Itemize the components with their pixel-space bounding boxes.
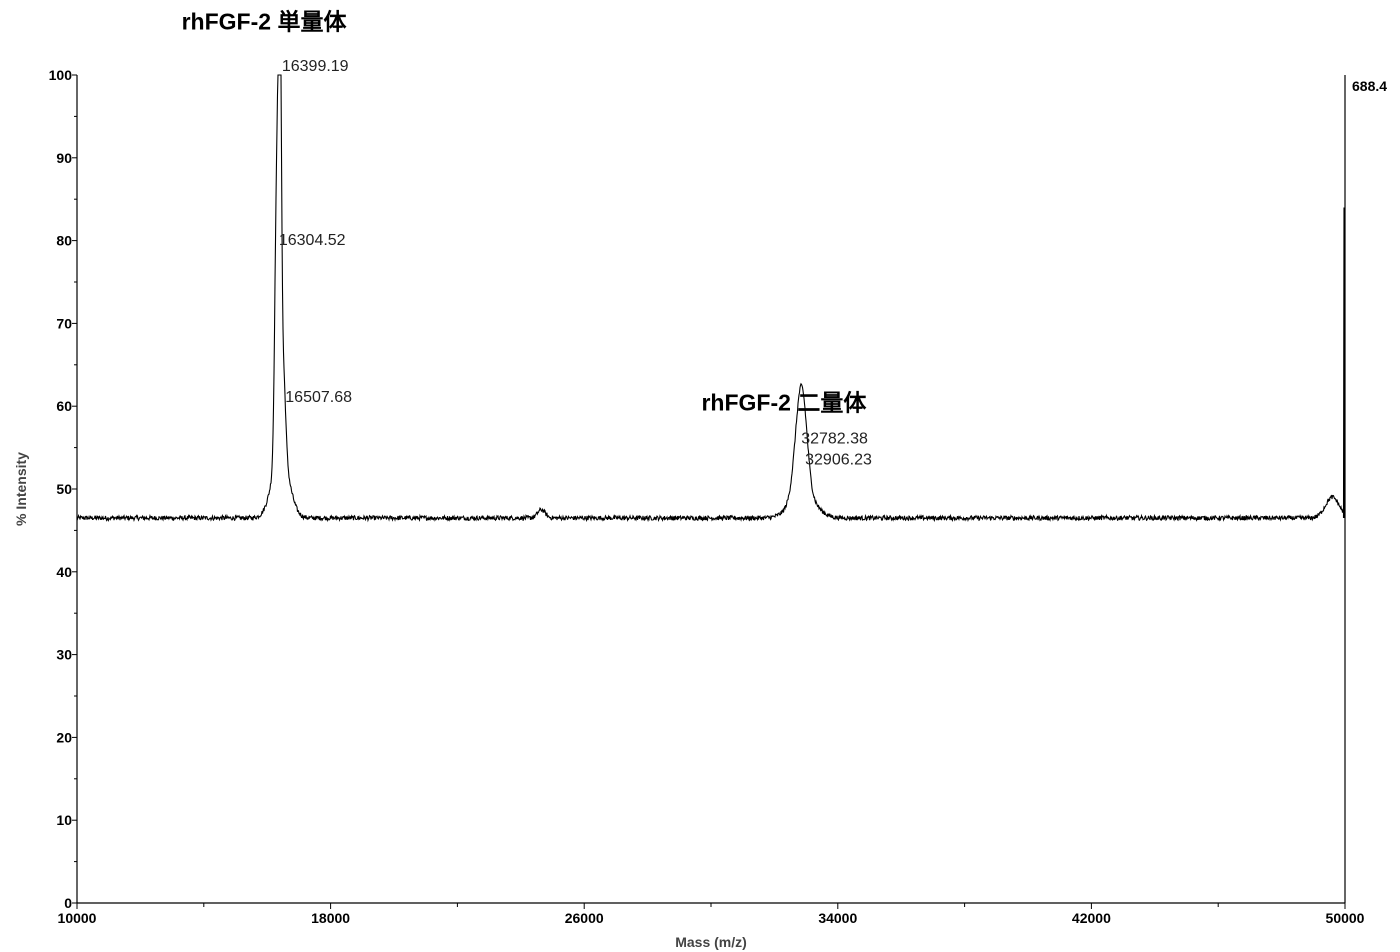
y-tick-label: 40	[56, 564, 72, 580]
peak-label: 32906.23	[805, 451, 872, 468]
y-axis-title: % Intensity	[13, 452, 29, 526]
right-scale-label: 688.4	[1352, 78, 1387, 94]
y-tick-label: 10	[56, 812, 72, 828]
y-tick-label: 50	[56, 481, 72, 497]
x-tick-label: 26000	[565, 910, 604, 926]
y-tick-label: 0	[64, 895, 72, 911]
y-tick-label: 80	[56, 233, 72, 249]
annotation-label: rhFGF-2 二量体	[701, 389, 867, 415]
y-tick-label: 30	[56, 647, 72, 663]
spectrum-trace	[76, 74, 1346, 523]
y-tick-label: 60	[56, 398, 72, 414]
y-tick-label: 90	[56, 150, 72, 166]
x-tick-label: 50000	[1326, 910, 1365, 926]
peak-label: 16507.68	[285, 389, 352, 406]
x-tick-label: 34000	[818, 910, 857, 926]
y-tick-label: 100	[49, 67, 73, 83]
x-tick-label: 10000	[58, 910, 97, 926]
peak-label: 16304.52	[279, 232, 346, 249]
peak-label: 32782.38	[801, 431, 868, 448]
x-axis-title: Mass (m/z)	[675, 934, 747, 950]
x-tick-label: 18000	[311, 910, 350, 926]
x-tick-label: 42000	[1072, 910, 1111, 926]
y-tick-label: 70	[56, 315, 72, 331]
annotation-label: rhFGF-2 単量体	[182, 8, 348, 34]
y-tick-label: 20	[56, 729, 72, 745]
peak-label: 16399.19	[282, 58, 349, 75]
